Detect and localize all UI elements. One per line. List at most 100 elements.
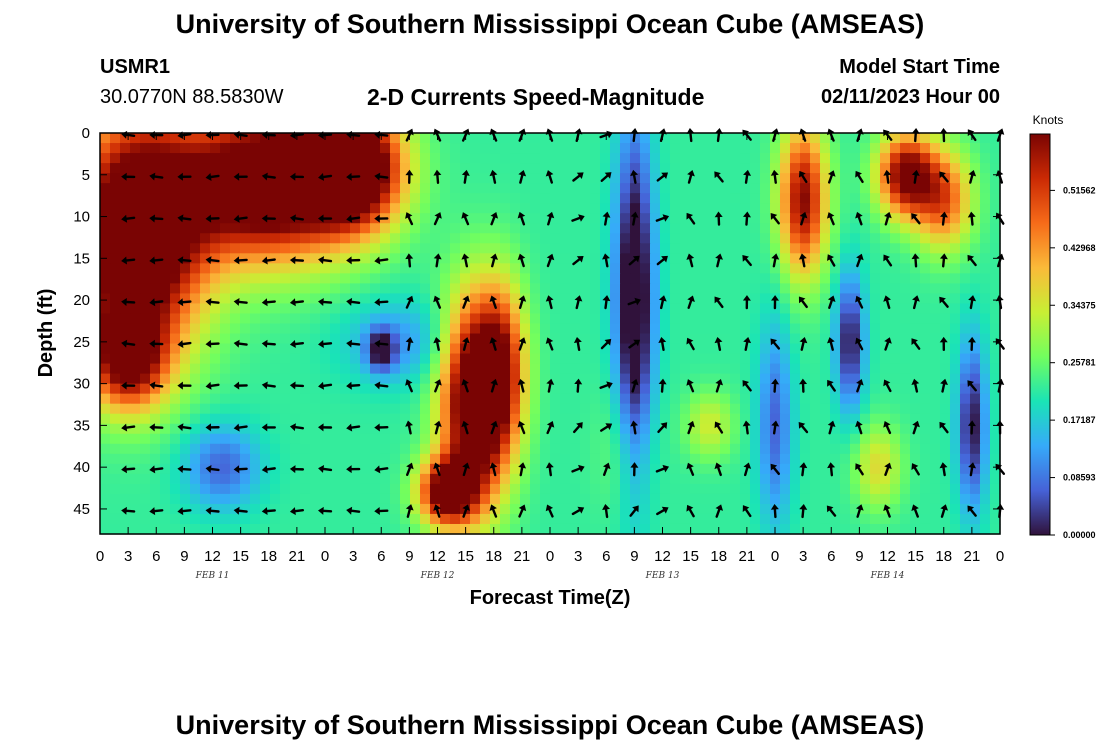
heatmap-cell bbox=[350, 493, 361, 505]
current-arrow bbox=[374, 381, 389, 390]
heatmap-cell bbox=[220, 503, 231, 515]
heatmap-cell bbox=[540, 393, 551, 405]
current-arrow bbox=[939, 211, 948, 226]
current-arrow bbox=[177, 214, 192, 223]
heatmap-cell bbox=[760, 203, 771, 214]
heatmap-cell bbox=[980, 163, 991, 174]
heatmap-cell bbox=[440, 503, 451, 515]
heatmap-cell bbox=[270, 483, 281, 495]
heatmap-cell bbox=[320, 433, 331, 445]
current-arrow bbox=[374, 298, 389, 307]
heatmap-cell bbox=[320, 273, 331, 284]
x-tick-label: 9 bbox=[855, 548, 863, 565]
heatmap-cell bbox=[900, 523, 911, 535]
current-arrow bbox=[121, 465, 136, 474]
current-arrow bbox=[433, 336, 442, 351]
heatmap-cell bbox=[960, 453, 971, 465]
heatmap-cell bbox=[600, 403, 611, 415]
heatmap-cell bbox=[630, 493, 641, 505]
heatmap-cell bbox=[630, 333, 641, 345]
heatmap-cell bbox=[300, 263, 311, 274]
heatmap-cell bbox=[880, 153, 891, 164]
heatmap-cell bbox=[490, 183, 501, 194]
heatmap-cell bbox=[710, 243, 721, 254]
heatmap-cell bbox=[120, 153, 131, 164]
heatmap-cell bbox=[450, 223, 461, 234]
heatmap-cell bbox=[250, 393, 261, 405]
heatmap-cell bbox=[790, 153, 801, 164]
heatmap-cell bbox=[720, 493, 731, 505]
heatmap-cell bbox=[380, 473, 391, 485]
heatmap-cell bbox=[210, 393, 221, 405]
heatmap-cell bbox=[820, 273, 831, 284]
heatmap-cell bbox=[770, 243, 781, 254]
current-arrow bbox=[489, 462, 498, 477]
heatmap-cell bbox=[290, 403, 301, 415]
heatmap-cell bbox=[920, 503, 931, 515]
heatmap-cell bbox=[970, 183, 981, 194]
heatmap-cell bbox=[560, 403, 571, 415]
heatmap-cell bbox=[130, 433, 141, 445]
heatmap-cell bbox=[190, 273, 201, 284]
heatmap-cell bbox=[720, 513, 731, 525]
heatmap-cell bbox=[490, 433, 501, 445]
heatmap-cell bbox=[210, 493, 221, 505]
heatmap-cell bbox=[640, 213, 651, 224]
heatmap-cell bbox=[360, 153, 371, 164]
heatmap-cell bbox=[650, 443, 661, 455]
heatmap-cell bbox=[920, 323, 931, 335]
heatmap-cell bbox=[550, 393, 561, 405]
heatmap-cell bbox=[790, 373, 801, 385]
heatmap-cell bbox=[340, 393, 351, 405]
heatmap-cell bbox=[220, 493, 231, 505]
heatmap-cell bbox=[990, 353, 1001, 365]
current-arrow bbox=[121, 381, 136, 390]
heatmap-cell bbox=[940, 243, 951, 254]
current-arrow bbox=[461, 253, 470, 268]
heatmap-cell bbox=[310, 213, 321, 224]
heatmap-cell bbox=[280, 383, 291, 395]
heatmap-cell bbox=[280, 193, 291, 204]
heatmap-cell bbox=[500, 193, 511, 204]
current-arrow bbox=[374, 172, 389, 181]
heatmap-cell bbox=[700, 333, 711, 345]
heatmap-cell bbox=[630, 523, 641, 535]
heatmap-cell bbox=[340, 273, 351, 284]
current-arrow bbox=[655, 464, 670, 473]
heatmap-cell bbox=[630, 323, 641, 335]
current-arrow bbox=[658, 336, 667, 351]
heatmap-cell bbox=[110, 433, 121, 445]
current-arrow bbox=[177, 256, 192, 265]
heatmap-cell bbox=[680, 173, 691, 184]
heatmap-cell bbox=[980, 213, 991, 224]
heatmap-cell bbox=[470, 443, 481, 455]
heatmap-cell bbox=[910, 513, 921, 525]
heatmap-cell bbox=[470, 483, 481, 495]
heatmap-cell bbox=[400, 313, 411, 325]
heatmap-cell bbox=[720, 373, 731, 385]
heatmap-cell bbox=[500, 203, 511, 214]
heatmap-cell bbox=[950, 343, 961, 355]
heatmap-cell bbox=[930, 433, 941, 445]
heatmap-cell bbox=[740, 463, 751, 475]
heatmap-cell bbox=[680, 403, 691, 415]
y-tick-label: 35 bbox=[73, 417, 90, 434]
heatmap-cell bbox=[160, 313, 171, 325]
heatmap-cell bbox=[550, 493, 561, 505]
heatmap-cell bbox=[220, 153, 231, 164]
heatmap-cell bbox=[480, 483, 491, 495]
heatmap-cell bbox=[440, 513, 451, 525]
heatmap-cell bbox=[350, 363, 361, 375]
heatmap-cell bbox=[710, 443, 721, 455]
heatmap-cell bbox=[900, 303, 911, 315]
heatmap-cell bbox=[330, 143, 341, 154]
heatmap-cell bbox=[450, 173, 461, 184]
heatmap-cell bbox=[120, 483, 131, 495]
heatmap-cell bbox=[160, 473, 171, 485]
heatmap-cell bbox=[470, 293, 481, 305]
heatmap-cell bbox=[970, 163, 981, 174]
heatmap-cell bbox=[200, 323, 211, 335]
current-arrow bbox=[546, 420, 555, 435]
heatmap-cell bbox=[560, 243, 571, 254]
heatmap-cell bbox=[360, 433, 371, 445]
